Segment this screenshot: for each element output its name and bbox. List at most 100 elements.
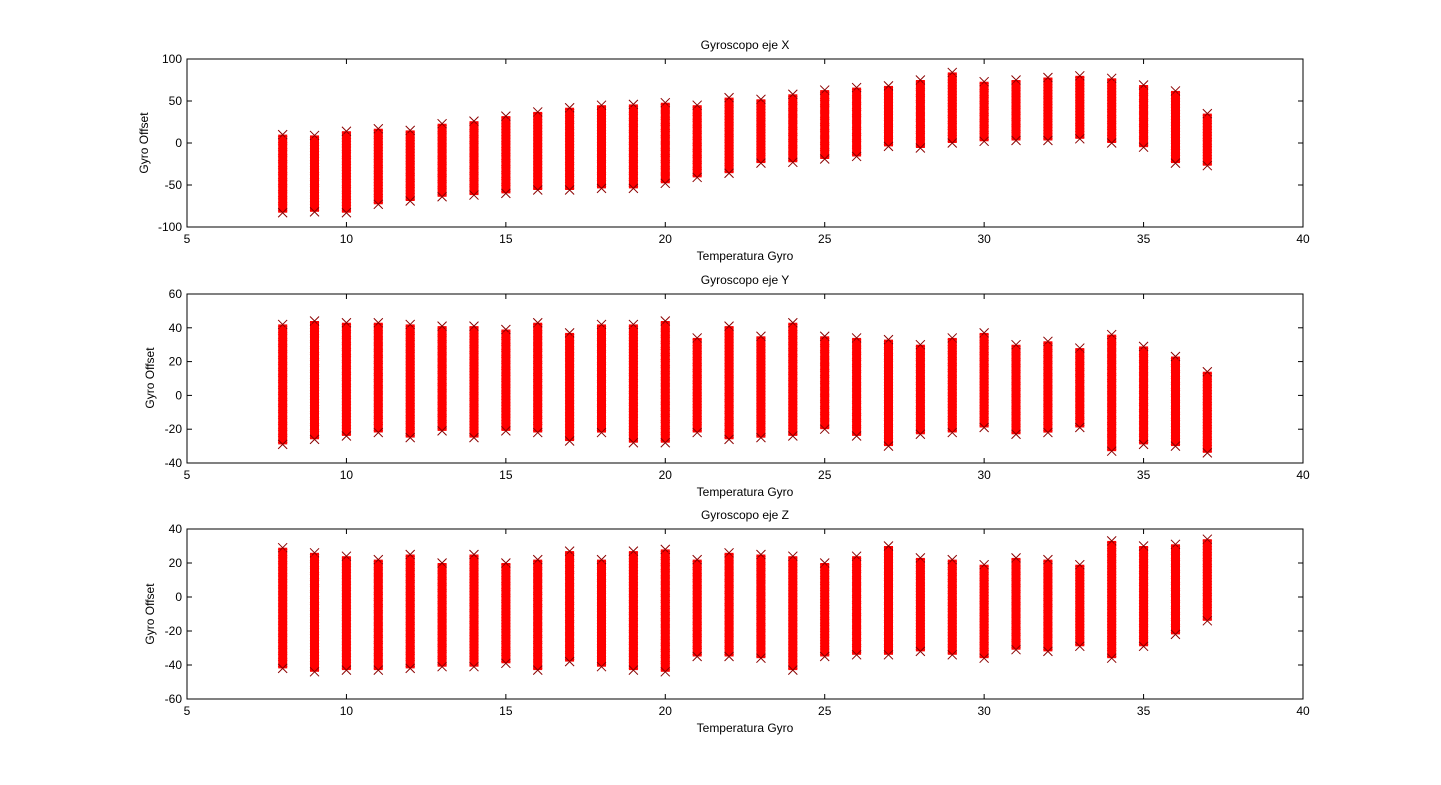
data-column: [692, 554, 703, 662]
data-column: [1106, 536, 1117, 664]
x-tick-label: 40: [1296, 232, 1310, 246]
data-point: [756, 432, 766, 443]
data-column: [309, 547, 320, 677]
marker-band: [437, 326, 447, 431]
data-column: [819, 558, 830, 662]
marker-band: [341, 322, 351, 436]
marker-band: [1011, 557, 1021, 650]
data-column: [851, 333, 862, 441]
subplot-z: Gyroscopo eje Z 5 10 15 20 25 30 35 40 -60 -40 -20…: [143, 508, 1310, 735]
y-axis-title: Gyro Offset: [143, 583, 157, 645]
data-point: [1043, 135, 1053, 146]
data-marks: [277, 316, 1213, 458]
x-tick-label: 10: [340, 232, 354, 246]
data-point: [341, 207, 352, 218]
data-point: [787, 665, 798, 675]
data-column: [596, 319, 607, 438]
data-column: [532, 554, 543, 675]
data-point: [405, 196, 416, 206]
data-point: [564, 656, 575, 667]
data-point: [1043, 646, 1053, 657]
data-point: [756, 158, 766, 169]
data-column: [851, 551, 862, 660]
x-axis-title: Temperatura Gyro: [697, 485, 794, 499]
marker-band: [310, 135, 319, 212]
data-point: [437, 191, 447, 202]
data-column: [373, 554, 384, 675]
x-tick-label: 35: [1137, 468, 1151, 482]
data-point: [851, 649, 862, 660]
subplot-title: Gyroscopo eje Y: [701, 273, 790, 287]
data-point: [947, 138, 958, 148]
marker-band: [405, 554, 415, 669]
data-point: [373, 665, 384, 675]
subplot-x: Gyroscopo eje X 5 10 15 20 25 30 35 40-100-5005…: [137, 38, 1310, 263]
x-tick-label: 15: [499, 704, 513, 718]
data-point: [947, 427, 958, 438]
data-column: [532, 107, 543, 195]
data-point: [979, 653, 989, 664]
marker-band: [1011, 344, 1021, 435]
data-point: [1202, 448, 1213, 458]
data-column: [1011, 75, 1021, 146]
data-column: [1138, 80, 1149, 153]
marker-band: [1107, 78, 1117, 143]
marker-band: [469, 554, 479, 667]
x-tick-label: 30: [977, 704, 991, 718]
marker-band: [915, 344, 925, 435]
y-tick-label: 60: [169, 287, 183, 301]
data-column: [883, 334, 894, 451]
data-point: [277, 439, 288, 450]
marker-band: [1043, 77, 1053, 141]
marker-band: [724, 326, 734, 440]
data-column: [756, 549, 766, 664]
data-point: [660, 437, 671, 448]
data-point: [979, 422, 989, 433]
y-tick-label: -60: [165, 692, 183, 706]
data-column: [405, 549, 416, 674]
data-point: [277, 663, 288, 674]
x-axis-title: Temperatura Gyro: [697, 721, 794, 735]
data-point: [596, 661, 607, 672]
data-column: [596, 554, 607, 672]
x-tick-label: 5: [184, 468, 191, 482]
data-column: [501, 111, 511, 199]
data-column: [883, 541, 894, 660]
x-tick-label: 15: [499, 232, 513, 246]
data-marks: [277, 67, 1213, 218]
data-column: [979, 328, 989, 433]
data-point: [819, 651, 830, 662]
data-point: [628, 665, 639, 675]
data-column: [883, 81, 894, 152]
x-tick-label: 20: [659, 468, 673, 482]
data-column: [787, 89, 798, 168]
data-point: [341, 665, 352, 675]
marker-band: [724, 97, 734, 174]
data-point: [1106, 138, 1117, 148]
data-column: [501, 558, 511, 669]
data-column: [819, 331, 830, 435]
data-column: [1074, 559, 1085, 652]
data-column: [437, 321, 447, 436]
data-point: [692, 651, 703, 662]
y-tick-label: 40: [169, 522, 183, 536]
marker-band: [373, 128, 383, 205]
data-column: [1170, 351, 1181, 451]
data-column: [787, 317, 798, 441]
data-point: [851, 431, 862, 441]
data-column: [564, 328, 575, 446]
data-point: [1170, 629, 1181, 640]
data-point: [883, 649, 894, 660]
x-tick-label: 25: [818, 468, 832, 482]
data-column: [692, 333, 703, 438]
data-point: [915, 646, 926, 657]
data-point: [1170, 441, 1181, 451]
plot-area: [186, 293, 1304, 464]
y-tick-label: 0: [175, 388, 182, 402]
data-column: [979, 76, 989, 147]
data-column: [1011, 553, 1021, 655]
data-point: [309, 666, 320, 677]
data-point: [1202, 160, 1213, 171]
x-tick-label: 20: [659, 704, 673, 718]
data-column: [915, 339, 926, 440]
